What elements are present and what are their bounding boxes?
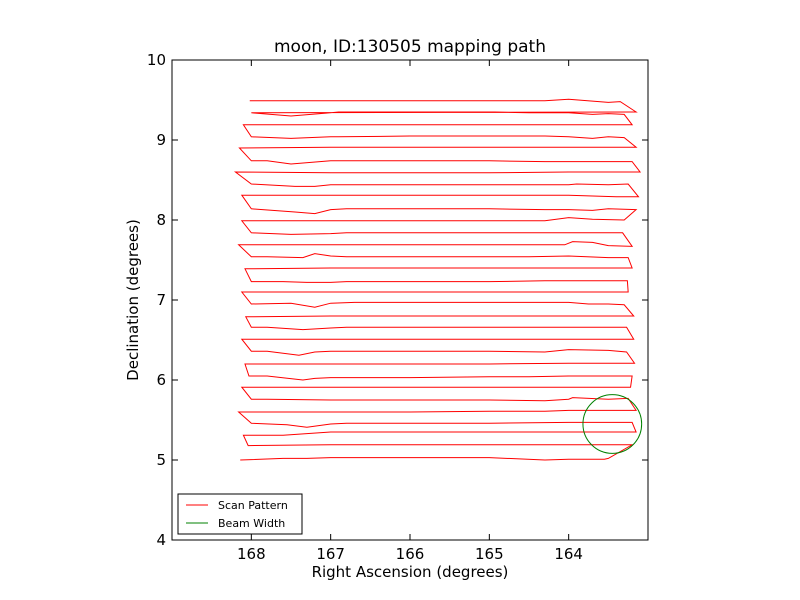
x-axis-label: Right Ascension (degrees) xyxy=(312,563,509,581)
y-tick-label: 9 xyxy=(156,131,166,149)
legend-box xyxy=(177,493,303,535)
y-tick-label: 8 xyxy=(156,211,166,229)
beam-width-circle xyxy=(582,394,643,454)
x-tick-label: 166 xyxy=(396,545,425,563)
y-tick-label: 7 xyxy=(156,291,166,309)
plot-area: 168 167 166 165 164 4 5 6 7 8 9 10 xyxy=(147,51,649,563)
x-tick-label: 168 xyxy=(237,545,266,563)
scan-pattern-line xyxy=(233,98,642,461)
x-tick-label: 167 xyxy=(316,545,345,563)
legend: Scan Pattern Beam Width xyxy=(177,493,303,535)
y-tick-label: 6 xyxy=(156,371,166,389)
x-tick-label: 165 xyxy=(475,545,504,563)
y-axis-label: Declination (degrees) xyxy=(124,219,142,381)
y-tick-label: 4 xyxy=(156,531,166,549)
chart-title: moon, ID:130505 mapping path xyxy=(274,37,546,57)
legend-label-beam: Beam Width xyxy=(218,517,285,530)
y-tick-label: 10 xyxy=(147,51,166,69)
x-tick-label: 164 xyxy=(554,545,583,563)
legend-label-scan: Scan Pattern xyxy=(218,499,288,512)
y-axis: 4 5 6 7 8 9 10 xyxy=(147,51,648,549)
data-layer xyxy=(233,98,643,461)
y-tick-label: 5 xyxy=(156,451,166,469)
x-axis: 168 167 166 165 164 xyxy=(237,60,583,563)
